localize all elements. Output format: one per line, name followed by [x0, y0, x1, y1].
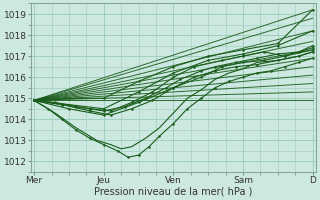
X-axis label: Pression niveau de la mer( hPa ): Pression niveau de la mer( hPa ) [94, 187, 252, 197]
